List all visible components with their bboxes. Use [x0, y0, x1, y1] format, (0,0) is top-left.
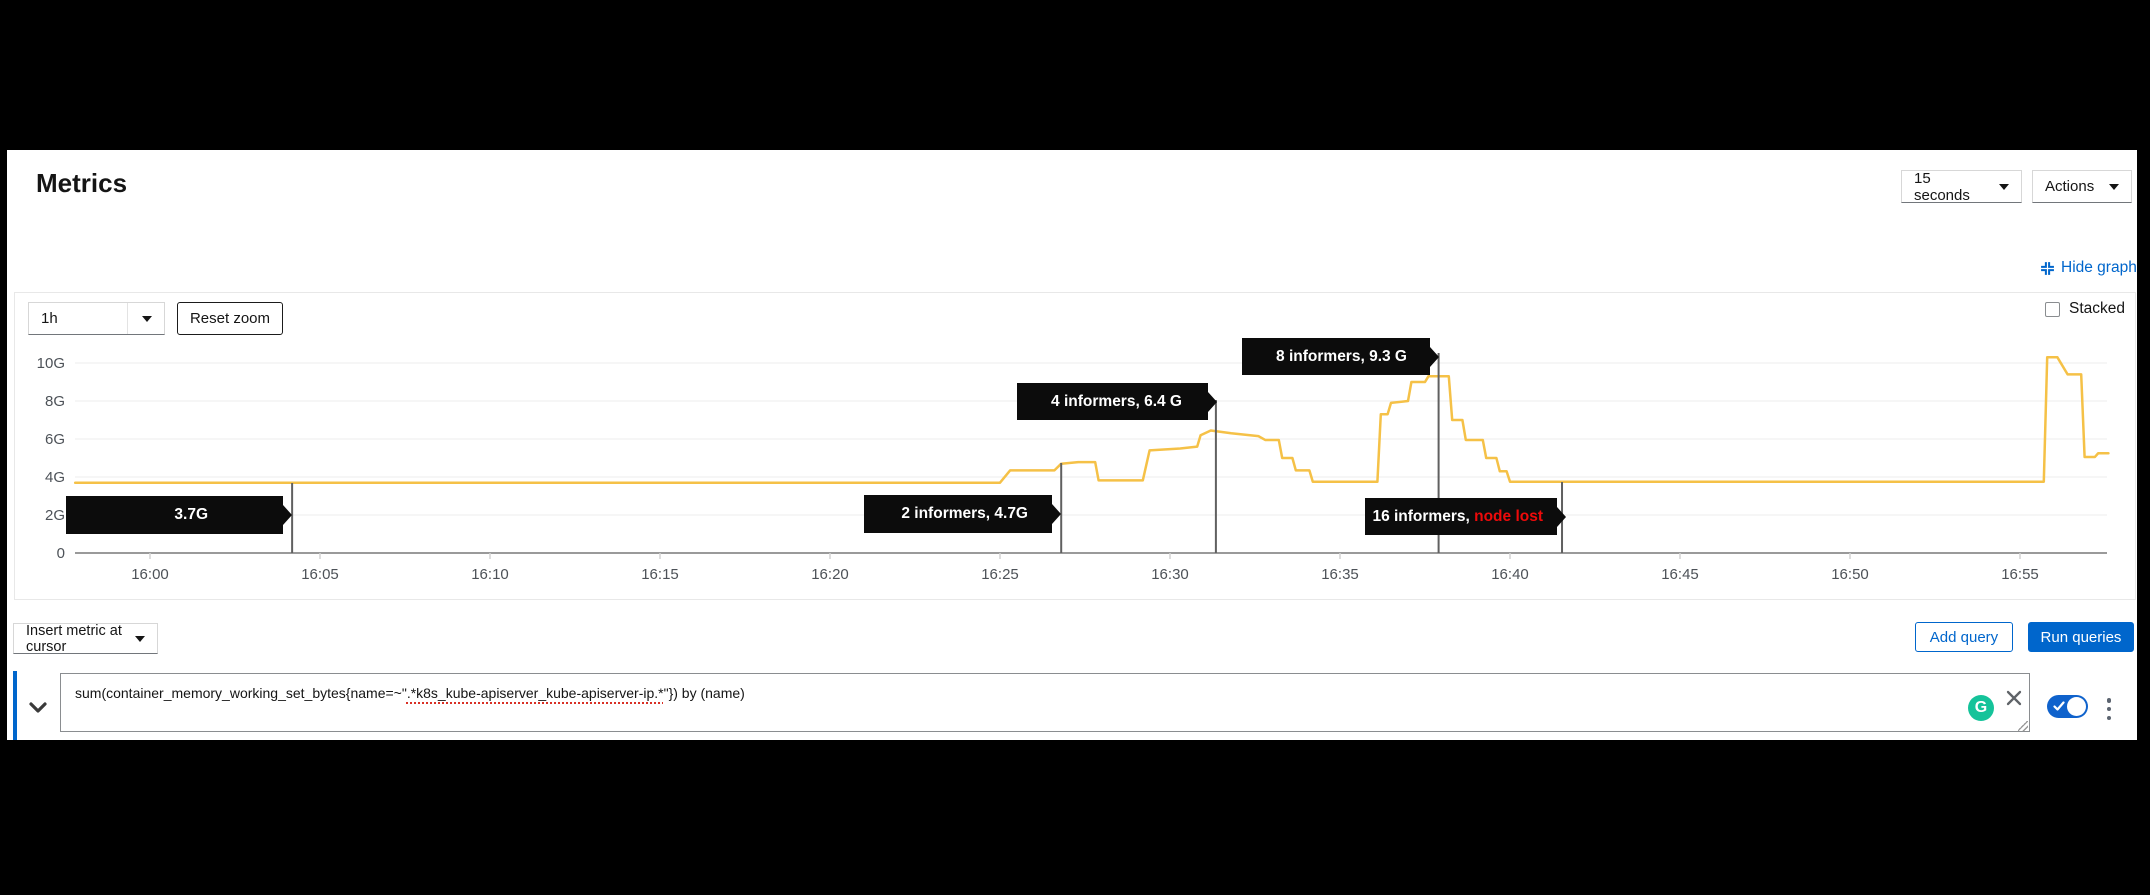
annotation-arrow — [1208, 391, 1217, 412]
annotation-arrow — [1430, 346, 1439, 367]
kebab-dot — [2106, 715, 2112, 720]
chevron-down-icon — [29, 702, 47, 713]
chart-annotation-callout: 2 informers, 4.7G — [864, 495, 1061, 533]
stacked-checkbox[interactable] — [2045, 301, 2060, 317]
query-text-prefix: sum(container_memory_working_set_bytes{n… — [75, 685, 407, 701]
query-input[interactable]: sum(container_memory_working_set_bytes{n… — [60, 673, 2030, 732]
enable-query-toggle[interactable] — [2047, 695, 2088, 718]
compress-icon — [2041, 261, 2054, 275]
reset-zoom-button[interactable]: Reset zoom — [177, 302, 283, 335]
chart-annotation-callout: 4 informers, 6.4 G — [1017, 383, 1217, 420]
add-query-button[interactable]: Add query — [1915, 622, 2013, 652]
annotation-arrow — [283, 505, 292, 525]
refresh-interval-dropdown[interactable]: 15 seconds — [1901, 169, 2022, 204]
insert-metric-label: Insert metric at cursor — [26, 622, 122, 655]
caret-down-icon — [1999, 183, 2009, 190]
time-range-value: 1h — [41, 310, 58, 327]
caret-down-icon — [135, 635, 145, 642]
annotation-text: 8 informers, 9.3 G — [1276, 347, 1407, 365]
caret-down-icon — [142, 315, 152, 322]
query-text-flagged: .*k8s_kube-apiserver_kube-apiserver-ip.* — [406, 685, 664, 701]
stacked-label: Stacked — [2069, 300, 2126, 317]
chart-annotation-callout: 16 informers, node lost — [1365, 498, 1566, 535]
graph-panel — [14, 292, 2136, 600]
annotation-arrow — [1557, 506, 1566, 527]
hide-graph-label: Hide graph — [2061, 259, 2137, 276]
chart-annotation-callout: 3.7G — [66, 496, 292, 534]
collapse-query-button[interactable] — [26, 695, 50, 719]
check-icon — [2053, 701, 2065, 711]
actions-label: Actions — [2045, 178, 2095, 195]
stacked-option: Stacked — [2045, 299, 2125, 319]
toggle-knob — [2067, 697, 2086, 716]
close-query-button[interactable] — [2004, 688, 2024, 708]
page-title: Metrics — [36, 168, 128, 198]
annotation-text: 4 informers, 6.4 G — [1051, 392, 1182, 410]
grammarly-icon[interactable]: G — [1968, 695, 1994, 721]
refresh-interval-value: 15 seconds — [1914, 169, 1970, 204]
hide-graph-link[interactable]: Hide graph — [2040, 257, 2137, 279]
caret-down-icon — [2109, 183, 2119, 190]
annotation-arrow — [1052, 504, 1061, 524]
actions-dropdown[interactable]: Actions — [2032, 170, 2132, 203]
query-row-accent-bar — [13, 671, 17, 740]
kebab-menu-button[interactable] — [2103, 698, 2115, 720]
select-divider — [127, 303, 152, 334]
query-text-suffix: "}) by (name) — [663, 685, 745, 701]
kebab-dot — [2106, 698, 2112, 703]
annotation-text: 16 informers, — [1372, 507, 1475, 525]
chart-annotation-callout: 8 informers, 9.3 G — [1242, 338, 1439, 375]
annotation-text: 3.7G — [174, 506, 208, 523]
annotation-text-alert: node lost — [1474, 507, 1543, 525]
annotation-text: 2 informers, 4.7G — [901, 505, 1028, 522]
kebab-dot — [2106, 706, 2112, 712]
textarea-resize-handle[interactable] — [2018, 721, 2028, 731]
run-queries-button[interactable]: Run queries — [2028, 622, 2134, 652]
insert-metric-dropdown[interactable]: Insert metric at cursor — [13, 622, 158, 655]
close-icon — [2006, 690, 2022, 706]
time-range-select[interactable]: 1h — [28, 302, 165, 335]
